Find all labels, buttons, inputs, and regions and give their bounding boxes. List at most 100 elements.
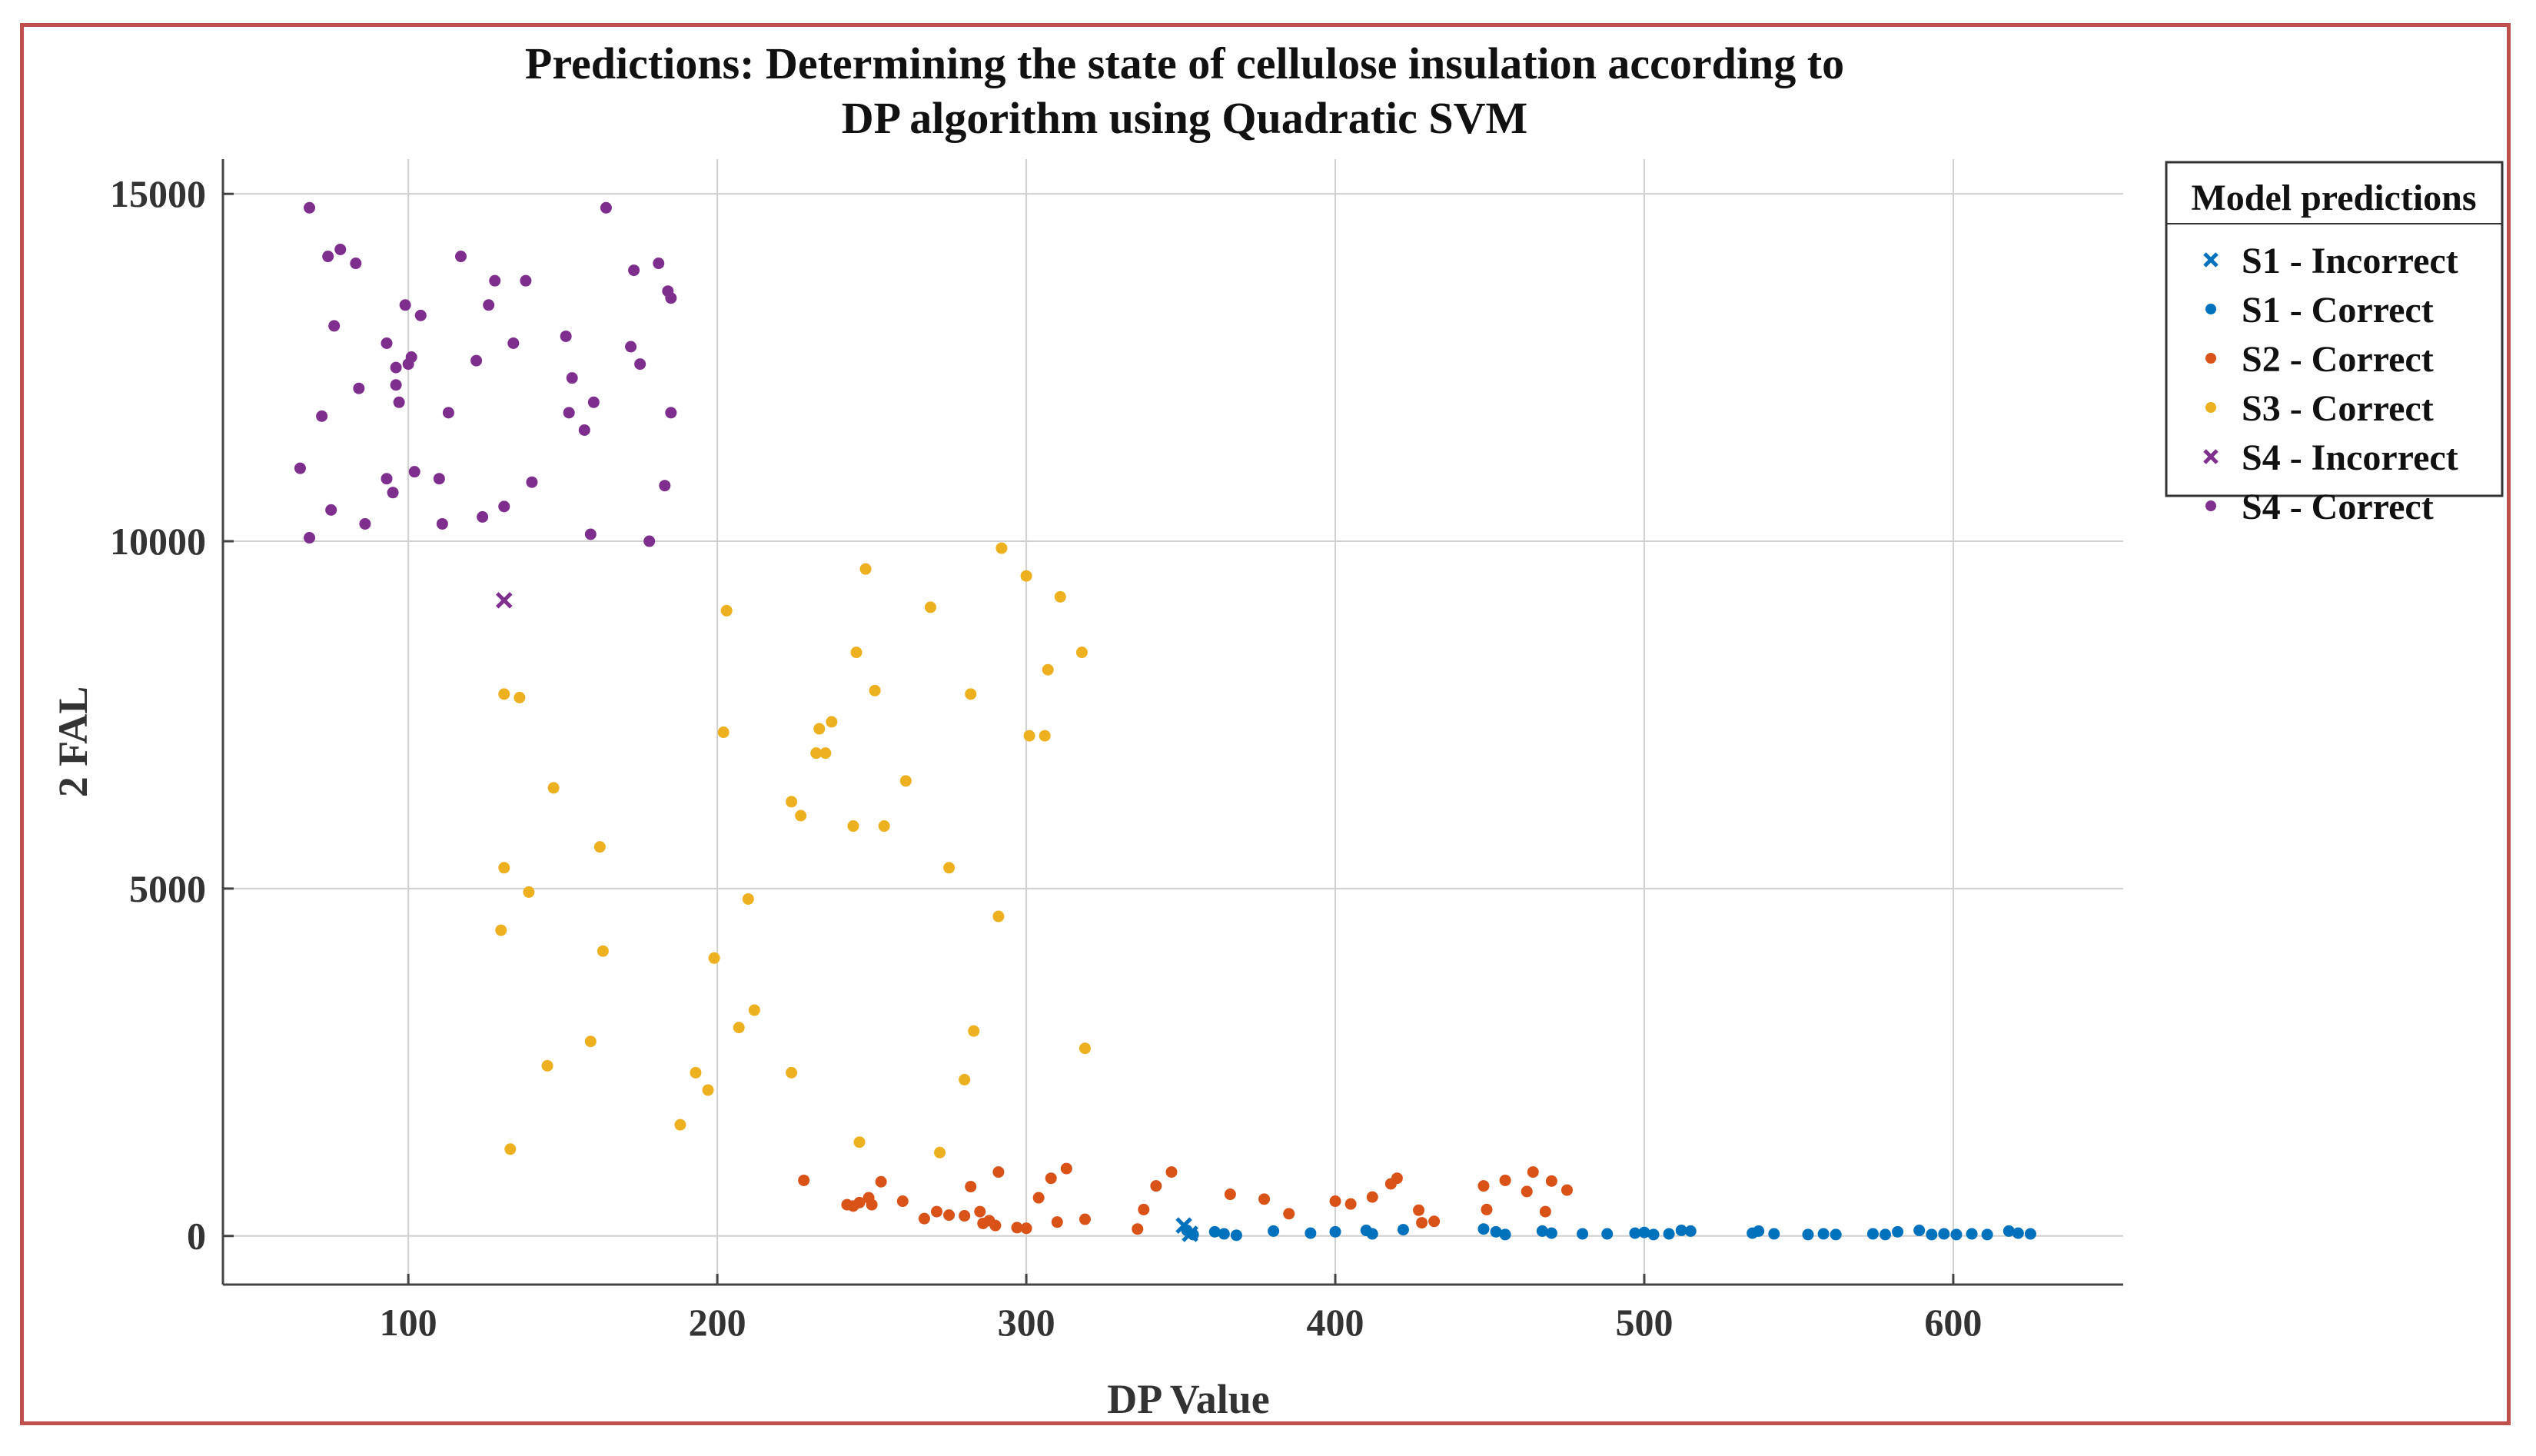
point-s4-correct (526, 476, 538, 488)
point-s1-correct (1305, 1227, 1317, 1239)
point-s1-correct (1926, 1228, 1938, 1241)
marker-stroke (2203, 449, 2219, 464)
point-s3-correct (810, 747, 823, 760)
axes (221, 159, 2123, 1286)
legend-marker-s4-correct (2205, 500, 2216, 511)
point-s1-correct (1536, 1225, 1548, 1237)
point-s4-correct (653, 258, 665, 270)
point-s4-correct (405, 351, 417, 364)
point-s2-correct (1032, 1192, 1045, 1204)
legend-items: S1 - Incorrect S1 - Correct S2 - Correct S3… (2203, 241, 2458, 527)
point-s2-correct (1060, 1162, 1072, 1175)
point-s2-correct (1224, 1188, 1236, 1201)
y-axis-label: 2 FAL (50, 686, 96, 798)
point-s3-correct (720, 604, 733, 617)
point-s3-correct (1079, 1042, 1091, 1055)
legend-label-s4-incorrect: S4 - Incorrect (2242, 437, 2458, 478)
point-s1-correct (1490, 1225, 1502, 1238)
point-s2-correct (1258, 1193, 1271, 1205)
point-s2-correct (1150, 1180, 1162, 1192)
point-s4-correct (578, 424, 590, 436)
point-s2-correct (896, 1195, 909, 1208)
point-s2-correct (1020, 1222, 1032, 1235)
legend-label-s1-incorrect: S1 - Incorrect (2242, 241, 2458, 281)
point-s2-correct (866, 1198, 878, 1211)
point-s4-correct (294, 462, 306, 474)
point-s4-correct (560, 330, 572, 342)
point-s2-correct (1051, 1216, 1063, 1228)
figure-frame: Predictions: Determining the state of ce… (20, 23, 2511, 1425)
point-s1-correct (1966, 1228, 1978, 1240)
point-s2-correct (1477, 1180, 1490, 1192)
point-s2-correct (989, 1219, 1002, 1232)
point-s4-correct (566, 372, 578, 384)
point-s2-correct (875, 1175, 887, 1188)
x-tick-label: 400 (1307, 1301, 1364, 1344)
point-s1-correct (1802, 1228, 1814, 1241)
point-s1-correct (1230, 1229, 1242, 1242)
point-s3-correct (495, 924, 507, 936)
y-tick-label: 15000 (110, 172, 206, 215)
point-s2-correct (1138, 1203, 1150, 1215)
legend-marker-s4-incorrect (2203, 449, 2219, 464)
legend-label-s4-correct: S4 - Correct (2242, 487, 2434, 527)
point-s1-correct (1187, 1228, 1199, 1241)
point-s1-correct (1268, 1225, 1280, 1237)
point-s1-correct (1397, 1224, 1409, 1236)
point-s4-correct (489, 274, 501, 287)
point-s1-correct (2003, 1225, 2015, 1237)
point-s4-correct (665, 407, 677, 419)
point-s2-correct (943, 1209, 956, 1222)
point-s2-correct (798, 1174, 810, 1186)
data-points (294, 201, 2036, 1242)
point-s1-correct (1477, 1223, 1490, 1235)
point-s2-correct (1413, 1204, 1425, 1216)
point-s2-correct (1391, 1172, 1403, 1185)
point-s3-correct (504, 1143, 517, 1155)
point-s1-correct (1545, 1227, 1557, 1239)
point-s3-correct (742, 893, 754, 905)
point-s2-correct (1521, 1185, 1533, 1198)
point-s2-correct (1283, 1208, 1295, 1220)
point-s2-correct (1416, 1217, 1428, 1229)
point-s3-correct (959, 1073, 971, 1085)
point-s3-correct (514, 691, 526, 703)
point-s1-correct (1675, 1225, 1687, 1237)
point-s4-correct (507, 337, 520, 349)
point-s2-correct (1011, 1222, 1023, 1234)
legend-label-s1-correct: S1 - Correct (2242, 290, 2434, 331)
point-s4-correct (477, 510, 489, 523)
point-s1-correct (1950, 1228, 1963, 1241)
point-s4-correct (470, 354, 483, 367)
point-s4-correct (316, 410, 328, 422)
point-s3-correct (826, 716, 838, 728)
point-s2-correct (1545, 1175, 1557, 1187)
point-s1-correct (1879, 1228, 1891, 1241)
point-s3-correct (934, 1146, 946, 1158)
point-s3-correct (593, 841, 606, 853)
legend-marker-s1-correct (2205, 304, 2216, 314)
point-s4-correct (628, 264, 640, 277)
point-s1-correct (1768, 1228, 1780, 1240)
point-s3-correct (869, 684, 881, 696)
point-s3-correct (847, 820, 859, 833)
point-s3-correct (786, 1066, 798, 1079)
point-s1-correct (1684, 1225, 1697, 1237)
point-s2-correct (1539, 1205, 1551, 1218)
point-s3-correct (498, 688, 510, 700)
point-s4-correct (483, 299, 495, 311)
point-s1-correct (1817, 1228, 1830, 1240)
marker-stroke (2203, 252, 2219, 268)
point-s4-correct (414, 309, 427, 321)
point-s3-correct (523, 886, 535, 898)
point-s2-correct (959, 1210, 971, 1222)
point-s3-correct (547, 782, 560, 794)
point-s3-correct (795, 809, 807, 822)
point-s4-correct (498, 500, 510, 513)
point-s4-correct (634, 358, 646, 371)
point-s1-correct (1913, 1225, 1926, 1237)
point-s1-correct (1663, 1228, 1675, 1240)
point-s2-correct (1428, 1215, 1441, 1228)
point-s2-correct (1165, 1166, 1178, 1178)
point-s4-correct (625, 341, 637, 353)
